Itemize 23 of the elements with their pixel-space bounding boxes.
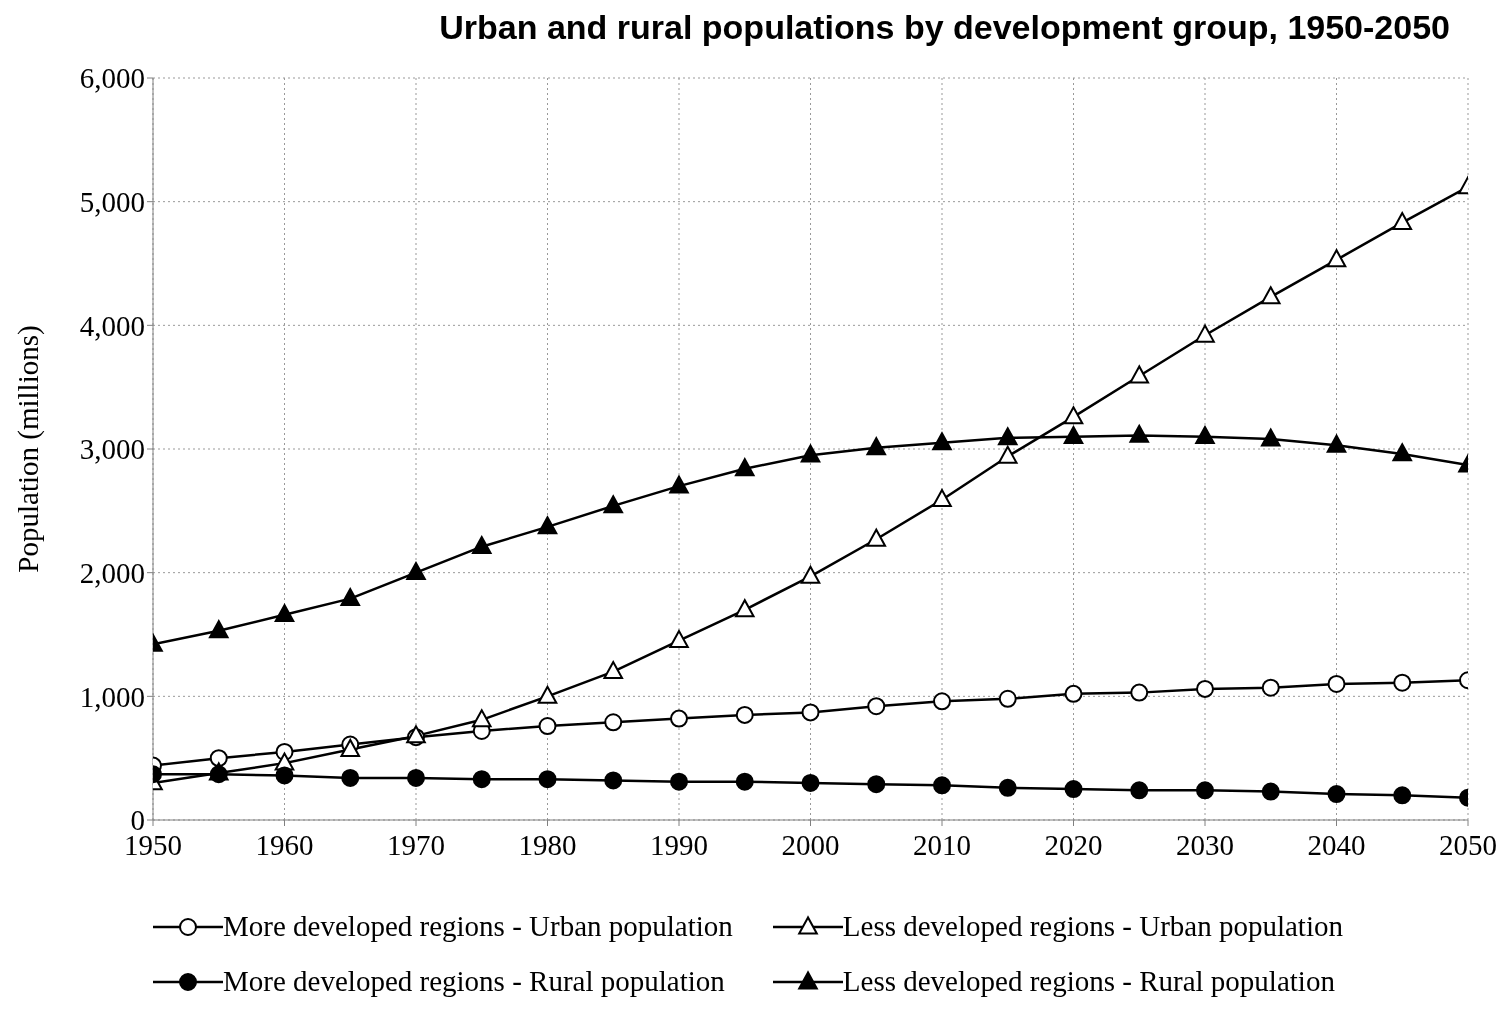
x-tick-label: 2030 <box>1176 828 1234 861</box>
x-tick-label: 2010 <box>913 828 971 861</box>
x-tick-label: 2000 <box>781 828 840 861</box>
x-tick-label: 1980 <box>518 828 577 861</box>
y-tick-label: 3,000 <box>79 433 145 466</box>
legend-label: Less developed regions - Rural population <box>842 965 1335 998</box>
y-tick-label: 0 <box>130 804 145 837</box>
x-tick-label: 1970 <box>387 828 445 861</box>
y-tick-label: 1,000 <box>79 680 145 713</box>
x-tick-label: 1990 <box>650 828 708 861</box>
legend-label: More developed regions - Urban population <box>223 910 733 943</box>
x-tick-label: 1960 <box>255 828 314 861</box>
y-tick-label: 2,000 <box>79 556 145 589</box>
y-tick-label: 6,000 <box>79 62 145 95</box>
y-axis-title: Population (millions) <box>12 325 46 573</box>
chart-title: Urban and rural populations by development group, 1950-2050 <box>438 8 1451 48</box>
legend-label: Less developed regions - Urban population <box>842 910 1343 943</box>
x-tick-label: 2040 <box>1307 828 1366 861</box>
x-tick-label: 2050 <box>1439 828 1497 861</box>
y-tick-label: 4,000 <box>79 309 145 342</box>
x-tick-label: 2020 <box>1044 828 1103 861</box>
legend-label: More developed regions - Rural population <box>223 965 725 998</box>
y-tick-label: 5,000 <box>79 185 145 218</box>
